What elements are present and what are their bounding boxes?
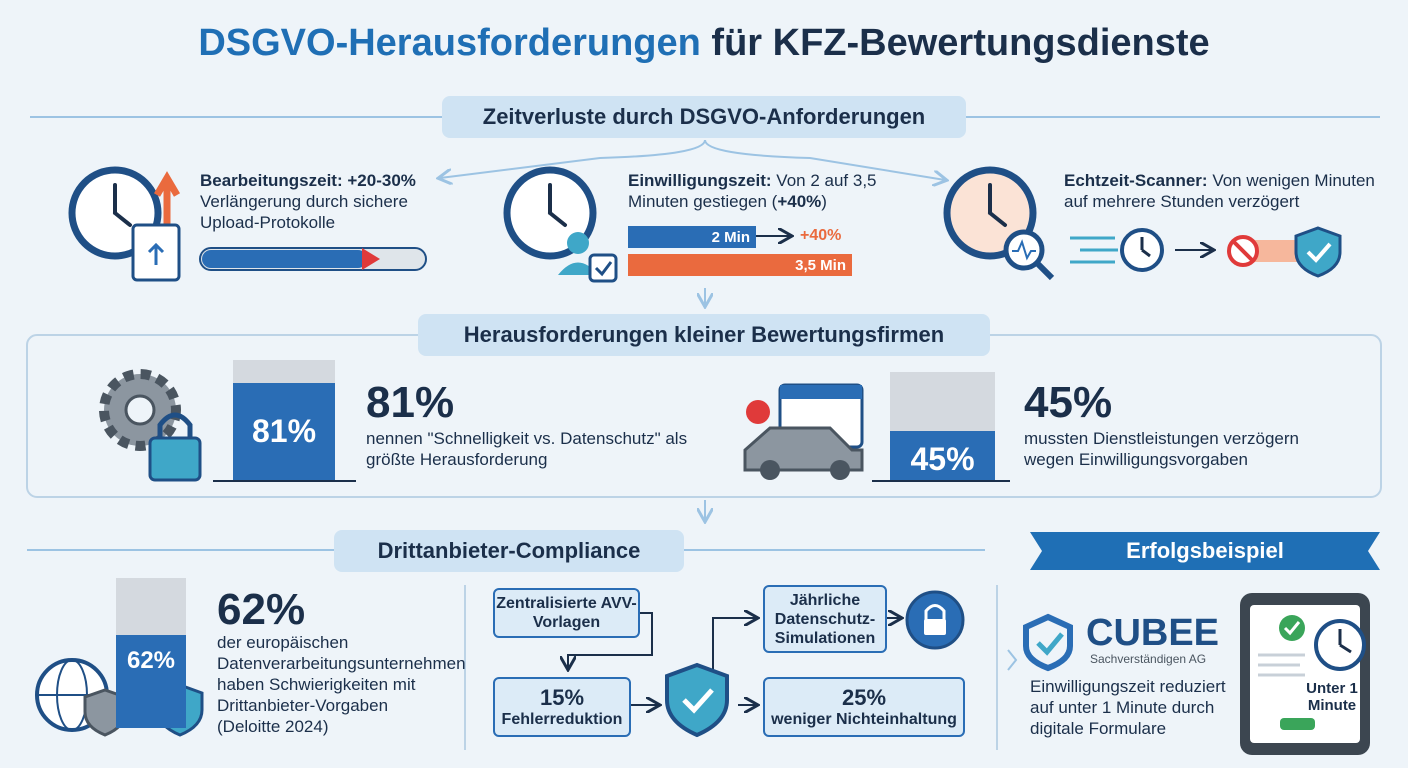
item-desc: Verlängerung durch sichere Upload-Protok… — [200, 192, 408, 232]
section-heading: Herausforderungen kleiner Bewertungsfirm… — [418, 314, 990, 356]
time-bar: 2 Min — [628, 226, 756, 248]
section-heading: Drittanbieter-Compliance — [334, 530, 684, 572]
flow-result: 15% Fehlerreduktion — [493, 677, 631, 737]
stat-text: der europäischen Datenverarbeitungsunter… — [217, 633, 466, 736]
result-label: weniger Nichteinhaltung — [771, 710, 957, 728]
banner: Erfolgsbeispiel — [1126, 538, 1284, 563]
flow-step: Jährliche Datenschutz-Simulationen — [763, 585, 887, 653]
badge: Unter 1 Minute — [1306, 680, 1358, 714]
item-highlight: +40% — [777, 192, 822, 211]
flow-step: Zentralisierte AVV-Vorlagen — [493, 588, 640, 638]
item-text: Bearbeitungszeit: +20-30% Verlängerung d… — [200, 170, 440, 233]
stat-bar-bg: 81% — [233, 360, 335, 480]
change-label: +40% — [800, 227, 842, 244]
item-text: Einwilligungszeit: Von 2 auf 3,5 Minuten… — [628, 170, 908, 212]
flow-result: 25% weniger Nichteinhaltung — [763, 677, 965, 737]
logo: CUBEE — [1086, 612, 1220, 654]
result-value: 25% — [841, 684, 887, 710]
item-label: Einwilligungszeit: — [628, 171, 772, 190]
stat-bar: 81% — [233, 382, 335, 480]
stat-text: nennen "Schnelligkeit vs. Datenschutz" a… — [366, 429, 688, 469]
title: DSGVO-Herausforderungen für KFZ-Bewertun… — [0, 22, 1408, 65]
item-text: Echtzeit-Scanner: Von wenigen Minuten au… — [1064, 170, 1394, 212]
title-part: für KFZ-Bewertungsdienste — [711, 22, 1210, 64]
item-label: Echtzeit-Scanner: — [1064, 171, 1208, 190]
result-value: 15% — [539, 684, 585, 710]
item-desc: ) — [821, 192, 827, 211]
section-heading: Zeitverluste durch DSGVO-Anforderungen — [442, 96, 966, 138]
title-part: DSGVO-Herausforderungen — [198, 22, 701, 64]
time-bar-label: 2 Min — [711, 229, 750, 246]
logo-sub: Sachverständigen AG — [1090, 652, 1207, 666]
stat-number: 45% — [1024, 378, 1113, 427]
item-desc: Von 2 auf 3,5 Minuten gestiegen ( — [628, 171, 877, 211]
stat-bar: 45% — [890, 431, 995, 480]
bar-label: 45% — [910, 441, 975, 478]
stat-bar-bg: 62% — [116, 578, 186, 728]
stat-number: 62% — [217, 585, 306, 634]
item-highlight: +20-30% — [347, 171, 416, 190]
bar-label: 81% — [251, 412, 317, 449]
time-bar: 3,5 Min — [628, 254, 852, 276]
item-label: Bearbeitungszeit: — [200, 171, 343, 190]
stat-bar-bg: 45% — [890, 372, 995, 480]
success-text: Einwilligungszeit reduziert auf unter 1 … — [1030, 677, 1226, 738]
stat-bar: 62% — [116, 635, 186, 728]
item-desc: Von wenigen Minuten auf mehrere Stunden … — [1064, 171, 1375, 211]
stat-number: 81% — [366, 378, 455, 427]
bar-label: 62% — [126, 647, 176, 674]
result-label: Fehlerreduktion — [501, 710, 623, 728]
time-bar-label: 3,5 Min — [795, 257, 846, 274]
stat-text: mussten Dienstleistungen verzögern wegen… — [1024, 429, 1299, 469]
